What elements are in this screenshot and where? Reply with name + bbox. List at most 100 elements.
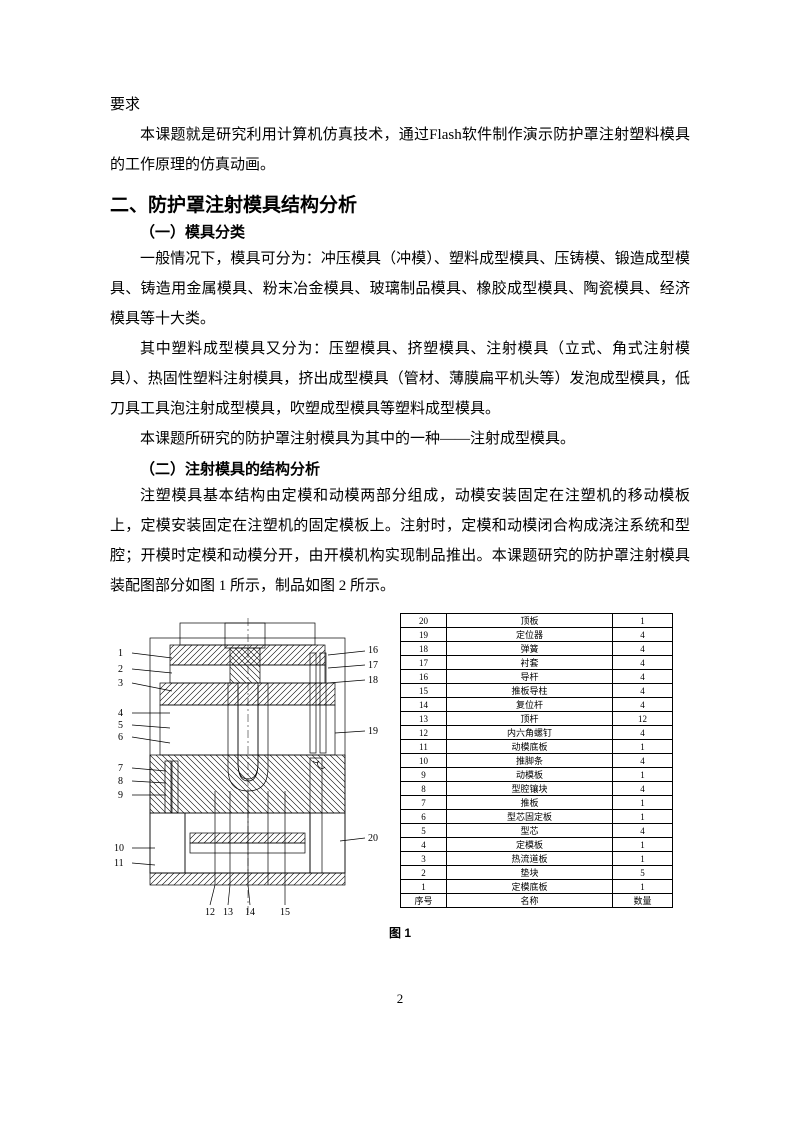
- heading-sub-2: （二）注射模具的结构分析: [110, 458, 690, 479]
- table-row: 10推脚条4: [401, 754, 673, 768]
- table-cell: 12: [613, 712, 673, 726]
- table-cell: 1: [613, 838, 673, 852]
- table-cell: 定模底板: [447, 880, 613, 894]
- table-cell: 4: [613, 670, 673, 684]
- table-cell: 1: [613, 768, 673, 782]
- svg-text:4: 4: [118, 708, 123, 719]
- svg-text:5: 5: [118, 720, 123, 731]
- table-header-cell: 名称: [447, 894, 613, 908]
- table-cell: 5: [401, 824, 447, 838]
- table-cell: 20: [401, 614, 447, 628]
- parts-list-table: 20顶板119定位器418弹簧417衬套416导杆415推板导柱414复位杆41…: [400, 613, 673, 908]
- table-cell: 1: [613, 614, 673, 628]
- table-cell: 1: [613, 852, 673, 866]
- table-cell: 18: [401, 642, 447, 656]
- table-cell: 1: [613, 740, 673, 754]
- table-cell: 17: [401, 656, 447, 670]
- svg-text:10: 10: [114, 843, 124, 854]
- table-cell: 4: [613, 754, 673, 768]
- table-row: 12内六角螺钉4: [401, 726, 673, 740]
- para-5: 本课题所研究的防护罩注射模具为其中的一种——注射成型模具。: [110, 424, 690, 454]
- svg-text:2: 2: [118, 664, 123, 675]
- table-cell: 14: [401, 698, 447, 712]
- table-row: 15推板导柱4: [401, 684, 673, 698]
- page-number: 2: [110, 991, 690, 1007]
- table-cell: 4: [613, 782, 673, 796]
- table-cell: 弹簧: [447, 642, 613, 656]
- para-intro-2: 本课题就是研究利用计算机仿真技术，通过Flash软件制作演示防护罩注射塑料模具的…: [110, 120, 690, 180]
- table-row: 13顶杆12: [401, 712, 673, 726]
- table-cell: 13: [401, 712, 447, 726]
- right-labels: 16 17 18 19 20: [328, 645, 378, 844]
- table-row: 14复位杆4: [401, 698, 673, 712]
- table-cell: 16: [401, 670, 447, 684]
- para-6: 注塑模具基本结构由定模和动模两部分组成，动模安装固定在注塑机的移动模板上，定模安…: [110, 481, 690, 601]
- svg-text:13: 13: [223, 907, 233, 918]
- table-cell: 19: [401, 628, 447, 642]
- table-header-row: 序号名称数量: [401, 894, 673, 908]
- table-header-cell: 数量: [613, 894, 673, 908]
- table-cell: 1: [613, 810, 673, 824]
- table-cell: 动模底板: [447, 740, 613, 754]
- table-row: 11动模底板1: [401, 740, 673, 754]
- heading-section-2: 二、防护罩注射模具结构分析: [110, 190, 690, 217]
- figure-1-row: 1 2 3 4 5 6 7 8 9 10 11 16 17 18 19 20: [110, 613, 690, 918]
- table-cell: 内六角螺钉: [447, 726, 613, 740]
- heading-sub-1: （一）模具分类: [110, 221, 690, 242]
- svg-text:18: 18: [368, 675, 378, 686]
- table-row: 2垫块5: [401, 866, 673, 880]
- table-cell: 4: [613, 698, 673, 712]
- table-cell: 定位器: [447, 628, 613, 642]
- table-cell: 11: [401, 740, 447, 754]
- table-row: 6型芯固定板1: [401, 810, 673, 824]
- figure-1-caption: 图 1: [110, 924, 690, 941]
- table-cell: 顶杆: [447, 712, 613, 726]
- table-row: 18弹簧4: [401, 642, 673, 656]
- table-cell: 型芯固定板: [447, 810, 613, 824]
- svg-text:1: 1: [118, 648, 123, 659]
- table-cell: 型腔镶块: [447, 782, 613, 796]
- table-row: 4定模板1: [401, 838, 673, 852]
- table-cell: 热流道板: [447, 852, 613, 866]
- table-cell: 12: [401, 726, 447, 740]
- table-row: 9动模板1: [401, 768, 673, 782]
- table-cell: 型芯: [447, 824, 613, 838]
- table-cell: 4: [613, 824, 673, 838]
- table-cell: 4: [613, 628, 673, 642]
- svg-text:14: 14: [245, 907, 255, 918]
- svg-text:9: 9: [118, 790, 123, 801]
- svg-text:7: 7: [118, 763, 123, 774]
- table-cell: 垫块: [447, 866, 613, 880]
- svg-text:3: 3: [118, 678, 123, 689]
- para-intro-1: 要求: [110, 90, 690, 120]
- table-cell: 1: [613, 796, 673, 810]
- svg-text:8: 8: [118, 776, 123, 787]
- table-cell: 4: [401, 838, 447, 852]
- svg-text:12: 12: [205, 907, 215, 918]
- table-cell: 推板: [447, 796, 613, 810]
- table-cell: 4: [613, 726, 673, 740]
- table-cell: 衬套: [447, 656, 613, 670]
- svg-text:11: 11: [114, 858, 124, 869]
- table-cell: 4: [613, 642, 673, 656]
- table-cell: 8: [401, 782, 447, 796]
- table-cell: 推板导柱: [447, 684, 613, 698]
- para-3: 一般情况下，模具可分为：冲压模具（冲模）、塑料成型模具、压铸模、锻造成型模具、铸…: [110, 244, 690, 334]
- table-cell: 1: [401, 880, 447, 894]
- svg-text:6: 6: [118, 732, 123, 743]
- table-cell: 15: [401, 684, 447, 698]
- para-4: 其中塑料成型模具又分为：压塑模具、挤塑模具、注射模具（立式、角式注射模具）、热固…: [110, 334, 690, 424]
- table-cell: 4: [613, 684, 673, 698]
- table-cell: 定模板: [447, 838, 613, 852]
- svg-text:16: 16: [368, 645, 378, 656]
- svg-text:19: 19: [368, 726, 378, 737]
- table-cell: 4: [613, 656, 673, 670]
- svg-text:20: 20: [368, 833, 378, 844]
- bottom-labels: 12 13 14 15: [205, 885, 290, 918]
- table-cell: 2: [401, 866, 447, 880]
- table-cell: 9: [401, 768, 447, 782]
- table-row: 19定位器4: [401, 628, 673, 642]
- table-cell: 6: [401, 810, 447, 824]
- table-row: 7推板1: [401, 796, 673, 810]
- table-row: 17衬套4: [401, 656, 673, 670]
